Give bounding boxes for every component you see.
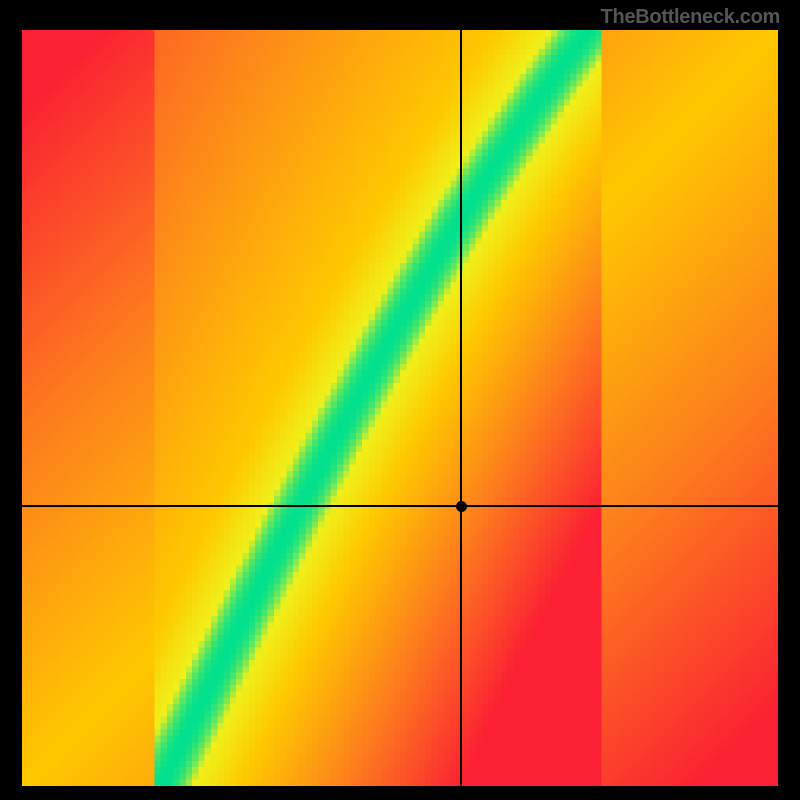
heatmap-panel	[22, 30, 778, 786]
crosshair-marker	[456, 501, 467, 512]
figure-root: TheBottleneck.com	[0, 0, 800, 800]
bottleneck-heatmap	[22, 30, 778, 786]
crosshair-vertical	[460, 30, 462, 786]
watermark-label: TheBottleneck.com	[601, 6, 780, 29]
crosshair-horizontal	[22, 505, 778, 507]
